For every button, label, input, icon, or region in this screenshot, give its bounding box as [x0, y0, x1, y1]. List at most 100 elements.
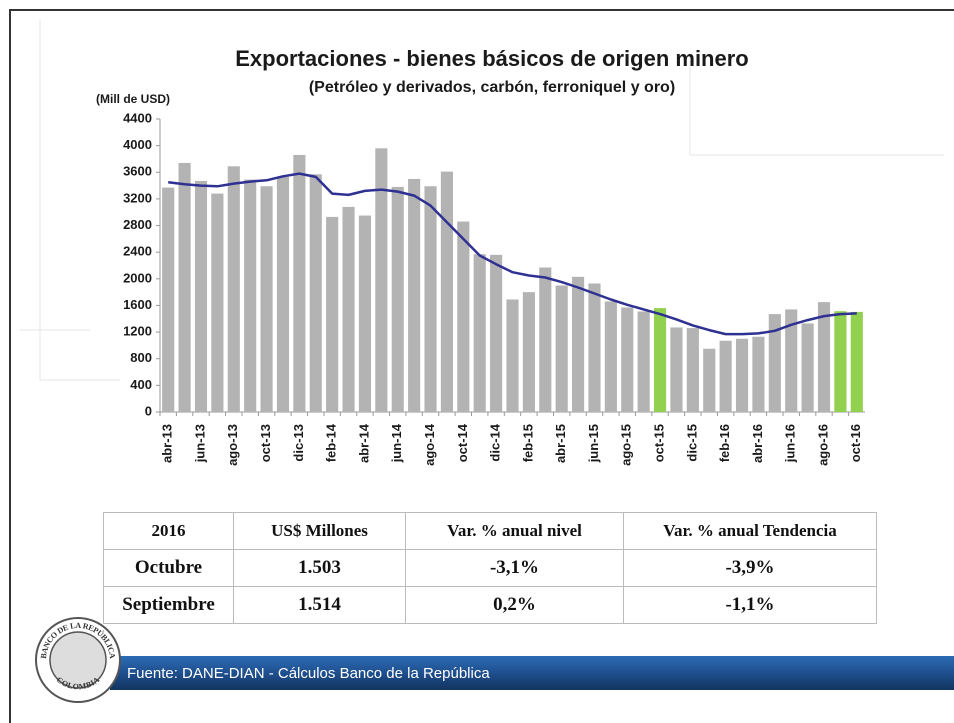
bar	[260, 186, 273, 412]
x-tick-label: abr-14	[356, 423, 371, 463]
table-cell: -3,1%	[405, 549, 624, 587]
x-tick-label: dic-13	[291, 424, 306, 462]
trend-line	[168, 172, 857, 336]
bar	[375, 148, 388, 413]
header-cell: 2016	[103, 512, 234, 550]
bar	[293, 154, 306, 412]
table-row: 2016 US$ Millones Var. % anual nivel Var. %…	[103, 512, 877, 550]
y-tick-label: 4000	[123, 137, 152, 152]
x-tick-label: ago-14	[422, 423, 437, 466]
y-tick-label: 800	[130, 350, 152, 365]
bar	[358, 215, 372, 412]
y-tick-label: 3600	[123, 164, 152, 179]
x-tick-label: jun-15	[586, 424, 601, 463]
bar	[637, 311, 650, 412]
x-tick-label: dic-14	[488, 423, 503, 461]
x-tick-label: oct-14	[455, 423, 470, 462]
bar	[440, 171, 453, 412]
y-tick-label: 2000	[123, 270, 152, 285]
x-tick-label: abr-13	[160, 424, 175, 463]
x-tick-label: feb-14	[324, 423, 339, 462]
table-cell: 0,2%	[405, 586, 624, 624]
bar	[276, 176, 290, 412]
slide-frame	[9, 9, 954, 723]
table-cell: 1.503	[233, 549, 406, 587]
y-tick-label: 2400	[123, 244, 152, 259]
bar	[178, 162, 191, 412]
bar	[457, 221, 470, 412]
bar	[490, 254, 503, 412]
bar	[194, 180, 208, 412]
chart-title: Exportaciones - bienes básicos de origen…	[235, 46, 748, 71]
bar	[555, 285, 568, 412]
bar	[244, 179, 257, 412]
bar	[588, 283, 601, 412]
bar	[211, 193, 224, 412]
bar	[801, 323, 814, 412]
header-cell: Var. % anual Tendencia	[623, 512, 877, 550]
bar	[735, 338, 749, 412]
logo-face	[49, 631, 107, 689]
bar	[686, 328, 699, 412]
header-cell: US$ Millones	[233, 512, 406, 550]
table-cell: -3,9%	[623, 549, 877, 587]
bar	[703, 348, 716, 412]
x-tick-label: abr-15	[553, 424, 568, 463]
header-cell: Var. % anual nivel	[405, 512, 624, 550]
x-tick-label: feb-16	[717, 424, 732, 462]
bar	[752, 336, 765, 412]
x-tick-label: oct-15	[651, 424, 666, 462]
bar	[424, 186, 437, 412]
y-tick-label: 1200	[123, 324, 152, 339]
x-tick-label: jun-13	[192, 424, 207, 463]
y-tick-label: 0	[145, 403, 152, 418]
bar	[227, 166, 240, 412]
x-tick-label: dic-15	[684, 424, 699, 462]
bar	[309, 174, 322, 412]
x-tick-label: feb-15	[520, 424, 535, 462]
bar	[342, 206, 355, 412]
bar	[162, 187, 175, 412]
table-cell: Septiembre	[103, 586, 234, 624]
x-tick-label: jun-14	[389, 423, 404, 463]
bar	[522, 292, 535, 412]
bar	[719, 340, 732, 412]
y-axis-label: (Mill de USD)	[96, 92, 170, 106]
table-cell: -1,1%	[623, 586, 877, 624]
y-tick-label: 400	[130, 377, 152, 392]
table-row: Septiembre 1.514 0,2% -1,1%	[103, 586, 877, 624]
bar	[834, 311, 847, 412]
x-tick-label: oct-16	[848, 424, 863, 462]
x-tick-label: abr-16	[750, 424, 765, 463]
bar	[604, 301, 617, 412]
x-tick-label: ago-16	[815, 424, 830, 466]
decor-lines	[20, 20, 944, 381]
bar	[506, 299, 519, 412]
x-tick-label: jun-16	[783, 424, 798, 463]
bar	[768, 314, 781, 412]
bar	[326, 216, 339, 412]
y-tick-label: 3200	[123, 190, 152, 205]
y-tick-label: 1600	[123, 297, 152, 312]
table-cell: 1.514	[233, 586, 406, 624]
table-cell: Octubre	[103, 549, 234, 587]
bar	[653, 308, 667, 412]
bar	[473, 254, 486, 412]
bar	[850, 311, 863, 412]
bar	[391, 186, 404, 412]
bar	[572, 276, 585, 412]
x-tick-label: ago-13	[225, 424, 240, 466]
bar	[408, 178, 421, 412]
summary-table: 2016 US$ Millones Var. % anual nivel Var. %…	[103, 512, 877, 624]
x-tick-label: oct-13	[258, 424, 273, 462]
bar	[621, 307, 634, 412]
y-tick-label: 2800	[123, 217, 152, 232]
bar	[670, 327, 683, 412]
x-tick-label: ago-15	[619, 424, 634, 466]
logo: BANCO DE LA REPÚBLICA COLOMBIA	[35, 617, 121, 703]
footer-bar	[110, 656, 954, 690]
chart-subtitle: (Petróleo y derivados, carbón, ferroniqu…	[309, 79, 675, 96]
bar	[539, 267, 552, 412]
